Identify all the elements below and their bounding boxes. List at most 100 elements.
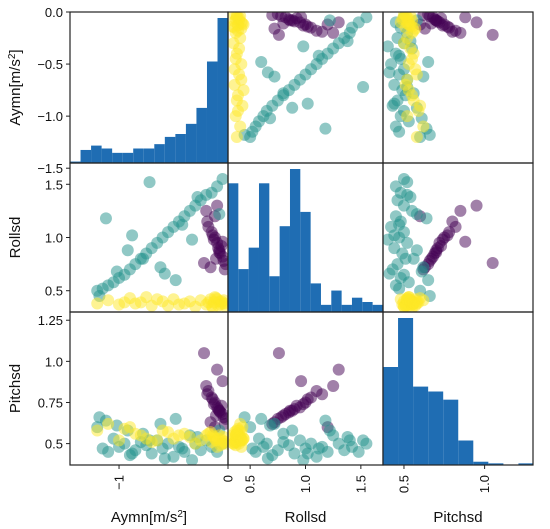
- panel-r1-c0: [69, 162, 229, 313]
- point-pitchsd-vs-rollsd-s1-31: [341, 431, 354, 444]
- point-rollsd-vs-aymn-s1-35: [143, 176, 156, 189]
- histogram-bar-rollsd-9: [320, 304, 332, 312]
- point-rollsd-vs-aymn-s0-15: [206, 229, 219, 242]
- point-rollsd-vs-aymn-s2-13: [218, 297, 228, 310]
- histogram-bar-aymn-1: [80, 149, 92, 163]
- point-aymn-vs-rollsd-s0-19: [284, 14, 296, 27]
- histogram-bar-aymn-4: [112, 152, 123, 163]
- panel-r1-c1: [227, 162, 384, 313]
- point-aymn-vs-rollsd-s1-36: [264, 112, 277, 125]
- point-pitchsd-vs-rollsd-s1-22: [246, 442, 259, 455]
- point-aymn-vs-pitchsd-s2-34: [407, 94, 420, 107]
- point-pitchsd-vs-aymn-s1-22: [96, 442, 109, 455]
- point-aymn-vs-rollsd-s2-26: [234, 120, 247, 133]
- y-tick-label-rollsd-1: 1.0: [45, 231, 63, 246]
- point-pitchsd-vs-rollsd-s1-36: [264, 419, 277, 432]
- histogram-bar-rollsd-5: [279, 226, 290, 312]
- histogram-bar-rollsd-6: [289, 169, 301, 312]
- point-pitchsd-vs-aymn-s2-27: [91, 424, 104, 437]
- y-tick-label-rollsd-0: 1.5: [45, 177, 63, 192]
- point-aymn-vs-pitchsd-s1-22: [393, 125, 406, 138]
- point-aymn-vs-pitchsd-s1-24: [422, 55, 435, 68]
- point-pitchsd-vs-rollsd-s0-7: [327, 380, 340, 393]
- point-aymn-vs-rollsd-s1-30: [323, 14, 336, 27]
- point-aymn-vs-pitchsd-s0-20: [486, 28, 499, 41]
- point-rollsd-vs-aymn-s1-27: [121, 244, 134, 257]
- panel-r1-c2: [382, 162, 534, 313]
- point-pitchsd-vs-aymn-s2-30: [140, 432, 153, 445]
- point-rollsd-vs-pitchsd-s1-24: [422, 274, 435, 287]
- point-aymn-vs-rollsd-s1-28: [319, 122, 332, 135]
- point-aymn-vs-rollsd-s1-33: [301, 97, 314, 110]
- point-pitchsd-vs-aymn-s1-33: [126, 447, 139, 460]
- histogram-bar-rollsd-8: [310, 283, 321, 312]
- x-tick-label-rollsd-1: 1.0: [298, 475, 313, 493]
- histogram-bar-rollsd-1: [238, 269, 249, 312]
- point-aymn-vs-rollsd-s1-32: [261, 66, 274, 79]
- point-rollsd-vs-aymn-s0-20: [198, 257, 211, 270]
- point-pitchsd-vs-aymn-s1-37: [176, 442, 189, 455]
- point-rollsd-vs-pitchsd-s0-18: [470, 199, 483, 212]
- point-pitchsd-vs-rollsd-s0-20: [272, 347, 285, 360]
- point-rollsd-vs-pitchsd-s1-22: [393, 282, 406, 295]
- point-pitchsd-vs-rollsd-s1-35: [357, 434, 370, 447]
- point-aymn-vs-pitchsd-s2-25: [401, 110, 414, 123]
- x-axis-label-pitchsd: Pitchsd: [433, 509, 482, 526]
- point-rollsd-vs-aymn-s2-31: [118, 296, 131, 309]
- histogram-bar-aymn-7: [143, 148, 155, 163]
- point-aymn-vs-rollsd-s1-31: [341, 35, 354, 48]
- histogram-bar-aymn-9: [164, 136, 176, 163]
- point-rollsd-vs-pitchsd-s0-16: [446, 215, 459, 228]
- histogram-bar-pitchsd-0: [383, 367, 399, 465]
- point-pitchsd-vs-aymn-s1-34: [93, 411, 106, 424]
- histogram-bar-aymn-0: [70, 161, 81, 163]
- histogram-bar-rollsd-2: [248, 247, 259, 312]
- y-tick-label-aymn-2: −1.0: [37, 109, 63, 124]
- point-aymn-vs-pitchsd-s0-16: [446, 25, 459, 38]
- point-rollsd-vs-aymn-s1-24: [169, 274, 182, 287]
- point-rollsd-vs-aymn-s0-17: [218, 263, 228, 276]
- panel-r0-c0: [69, 11, 229, 164]
- histogram-bar-aymn-5: [122, 152, 134, 163]
- point-pitchsd-vs-aymn-s2-32: [172, 429, 185, 442]
- histogram-bar-pitchsd-4: [443, 399, 459, 465]
- point-rollsd-vs-aymn-s1-26: [137, 252, 150, 265]
- point-aymn-vs-pitchsd-s1-33: [388, 97, 401, 110]
- y-tick-label-pitchsd-2: 0.75: [38, 395, 63, 410]
- point-pitchsd-vs-rollsd-s1-24: [255, 412, 268, 425]
- histogram-bar-rollsd-11: [341, 304, 352, 312]
- point-pitchsd-vs-aymn-s0-16: [201, 388, 214, 401]
- point-rollsd-vs-aymn-s2-34: [129, 297, 142, 310]
- point-aymn-vs-pitchsd-s0-21: [459, 12, 472, 24]
- point-rollsd-vs-pitchsd-s1-32: [383, 267, 396, 280]
- point-rollsd-vs-aymn-s1-31: [191, 191, 204, 204]
- panel-r0-c2: [382, 11, 534, 164]
- x-axis-label-rollsd: Rollsd: [285, 509, 327, 526]
- histogram-bar-aymn-12: [196, 107, 207, 163]
- y-tick-label-aymn-3: −1.5: [37, 161, 63, 176]
- point-aymn-vs-pitchsd-s1-32: [383, 66, 396, 79]
- x-tick-label-aymn-0: −1: [112, 475, 127, 490]
- point-pitchsd-vs-rollsd-s0-21: [295, 375, 308, 388]
- histogram-bar-rollsd-4: [269, 276, 280, 312]
- point-pitchsd-vs-rollsd-s1-32: [261, 452, 274, 465]
- histogram-bar-pitchsd-9: [518, 463, 533, 465]
- point-rollsd-vs-pitchsd-s0-7: [454, 204, 467, 217]
- panel-r2-c0: [69, 311, 229, 466]
- point-pitchsd-vs-aymn-s0-19: [213, 404, 226, 417]
- panel-r2-c2: [382, 311, 534, 466]
- histogram-bar-rollsd-0: [228, 183, 239, 312]
- point-aymn-vs-rollsd-s2-31: [231, 104, 244, 117]
- point-aymn-vs-pitchsd-s2-30: [402, 84, 415, 97]
- point-rollsd-vs-aymn-s2-26: [102, 294, 115, 307]
- y-tick-label-pitchsd-3: 0.5: [45, 437, 63, 452]
- histogram-bar-aymn-11: [185, 123, 197, 163]
- point-aymn-vs-pitchsd-s1-37: [393, 49, 406, 62]
- point-pitchsd-vs-rollsd-s1-20: [253, 432, 265, 445]
- point-pitchsd-vs-rollsd-s1-33: [301, 447, 314, 460]
- y-tick-label-rollsd-2: 0.5: [45, 284, 63, 299]
- point-aymn-vs-rollsd-s0-21: [295, 12, 308, 24]
- x-axis-label-aymn: Aymn[m/s2]: [111, 509, 187, 527]
- y-tick-label-aymn-0: 0.0: [45, 5, 63, 20]
- point-aymn-vs-rollsd-s1-35: [357, 80, 370, 93]
